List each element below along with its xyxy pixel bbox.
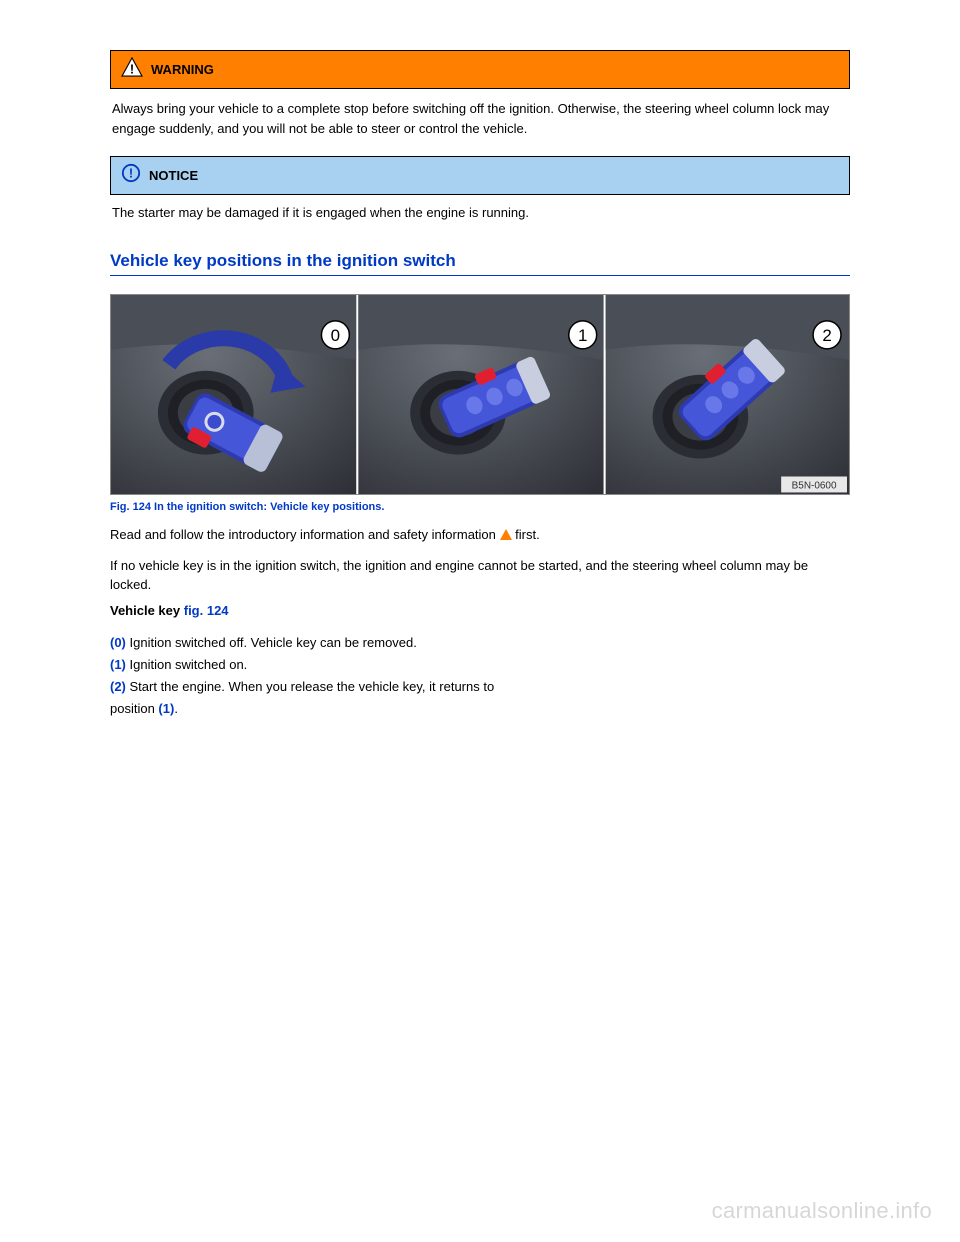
svg-text:!: ! bbox=[130, 61, 134, 76]
notice-icon: ! bbox=[121, 163, 149, 188]
position-tail: position (1). bbox=[110, 698, 850, 720]
warning-box: ! WARNING bbox=[110, 50, 850, 89]
warning-text: Always bring your vehicle to a complete … bbox=[110, 99, 850, 138]
fig-ref: fig. 124 bbox=[184, 603, 229, 618]
position-0: (0) Ignition switched off. Vehicle key c… bbox=[110, 632, 850, 654]
notice-label: NOTICE bbox=[149, 168, 198, 183]
vk-header-pre: Vehicle key bbox=[110, 603, 184, 618]
notice-box: ! NOTICE bbox=[110, 156, 850, 195]
notice-text: The starter may be damaged if it is enga… bbox=[110, 203, 850, 223]
position-text-1: Ignition switched on. bbox=[126, 657, 247, 672]
no-key-text: If no vehicle key is in the ignition swi… bbox=[110, 556, 850, 595]
read-first-line: Read and follow the introductory informa… bbox=[110, 527, 850, 542]
panel-label-2: 2 bbox=[822, 325, 831, 344]
figure-code: B5N-0600 bbox=[792, 480, 837, 491]
position-1: (1) Ignition switched on. bbox=[110, 654, 850, 676]
figure-image: 0 1 bbox=[110, 294, 850, 495]
watermark: carmanualsonline.info bbox=[712, 1198, 932, 1224]
position-num-2: (2) bbox=[110, 679, 126, 694]
warning-triangle-icon bbox=[500, 527, 516, 542]
vehicle-key-header: Vehicle key fig. 124 bbox=[110, 603, 850, 618]
section-heading: Vehicle key positions in the ignition sw… bbox=[110, 251, 850, 276]
warning-icon: ! bbox=[121, 57, 151, 82]
position-num-1: (1) bbox=[110, 657, 126, 672]
positions-list: (0) Ignition switched off. Vehicle key c… bbox=[110, 632, 850, 720]
position-text-2: Start the engine. When you release the v… bbox=[126, 679, 494, 694]
read-first-suffix: first. bbox=[515, 527, 540, 542]
panel-label-0: 0 bbox=[331, 325, 340, 344]
position-num-0: (0) bbox=[110, 635, 126, 650]
position-text-0: Ignition switched off. Vehicle key can b… bbox=[126, 635, 417, 650]
svg-text:!: ! bbox=[129, 166, 133, 181]
read-first-prefix: Read and follow the introductory informa… bbox=[110, 527, 500, 542]
warning-label: WARNING bbox=[151, 62, 214, 77]
position-tail-suffix: . bbox=[174, 701, 178, 716]
position-tail-num: (1) bbox=[158, 701, 174, 716]
position-tail-text: position bbox=[110, 701, 158, 716]
position-2: (2) Start the engine. When you release t… bbox=[110, 676, 850, 698]
panel-label-1: 1 bbox=[578, 325, 587, 344]
figure-caption: Fig. 124 In the ignition switch: Vehicle… bbox=[110, 501, 850, 513]
